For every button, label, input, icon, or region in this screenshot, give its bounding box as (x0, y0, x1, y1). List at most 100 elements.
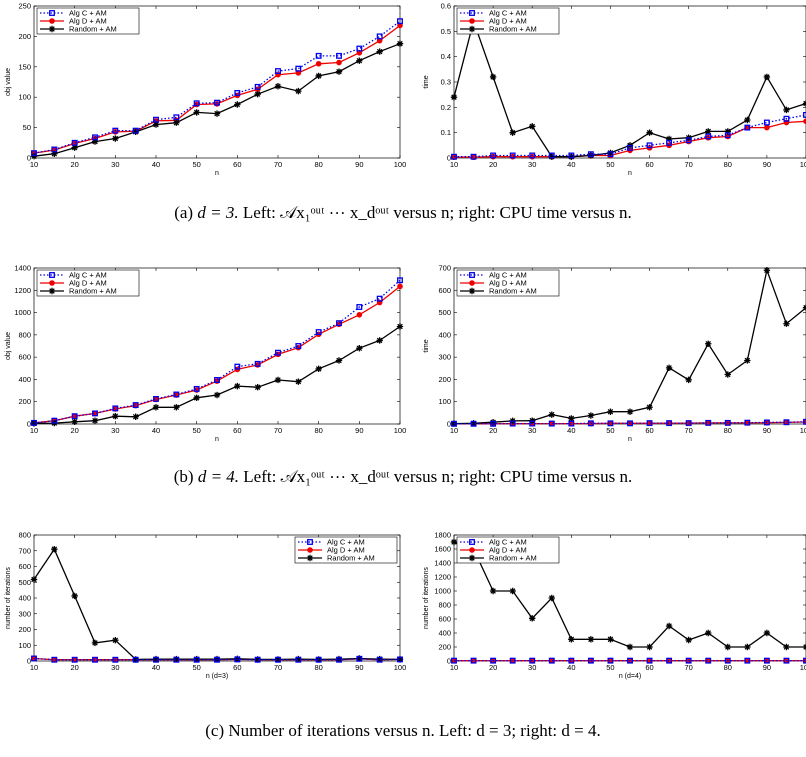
data-point-alg_c (92, 134, 98, 141)
y-tick-label: 0.3 (441, 78, 451, 87)
series-line-alg_c (33, 657, 401, 661)
data-point-alg_c (451, 420, 457, 427)
x-tick-label: 90 (763, 426, 771, 435)
data-point-random (489, 73, 497, 81)
x-tick-label: 10 (450, 663, 458, 672)
data-point-random (193, 394, 200, 402)
data-point-alg_c (214, 99, 220, 106)
x-tick-label: 100 (800, 160, 806, 169)
data-point-alg_c (376, 656, 383, 663)
data-point-random (335, 357, 343, 364)
data-point-random (315, 365, 322, 373)
y-tick-label: 200 (18, 397, 31, 406)
data-point-alg_c (51, 146, 58, 153)
data-point-alg_c (803, 657, 806, 664)
legend-marker-random (48, 287, 56, 295)
y-tick-label: 0 (447, 420, 451, 429)
x-tick-label: 40 (567, 663, 575, 672)
x-tick-label: 50 (192, 160, 200, 169)
data-point-random (30, 576, 38, 583)
x-tick-label: 60 (233, 160, 241, 169)
data-point-random (783, 643, 790, 651)
data-point-alg_d (31, 655, 37, 662)
data-point-alg_c (315, 656, 322, 663)
data-point-random (783, 106, 790, 114)
legend-label-alg_c: Alg C + AM (489, 9, 527, 18)
data-point-alg_c (315, 52, 322, 59)
y-tick-label: 100 (18, 641, 31, 650)
x-tick-label: 100 (800, 426, 806, 435)
caption-a: (a) d = 3. Left: 𝒜x₁ᵒᵘᵗ ⋯ x_dᵒᵘᵗ versus … (0, 203, 806, 223)
y-tick-label: 1200 (14, 286, 31, 295)
data-point-alg_c (470, 420, 477, 427)
data-point-alg_c (356, 45, 363, 52)
data-point-alg_c (51, 656, 58, 663)
x-tick-label: 90 (355, 160, 363, 169)
x-tick-label: 40 (152, 663, 160, 672)
data-point-random (529, 615, 536, 622)
data-point-alg_c (548, 657, 555, 664)
x-tick-label: 60 (645, 426, 653, 435)
x-tick-label: 90 (355, 426, 363, 435)
data-point-random (152, 404, 160, 411)
chart-b-right: 10 20 30 40 50 60 70 80 90 100 0 100 200 300 400 500 600… (420, 262, 806, 443)
data-point-random (763, 73, 771, 81)
y-tick-label: 1400 (434, 559, 451, 568)
data-point-alg_d (397, 283, 403, 290)
y-tick-label: 0.4 (441, 52, 451, 61)
data-point-alg_c (173, 391, 180, 398)
data-point-random (396, 323, 404, 330)
data-point-random (295, 87, 302, 95)
y-tick-label: 300 (18, 609, 31, 618)
x-tick-label: 70 (274, 663, 282, 672)
data-point-random (607, 636, 614, 643)
data-point-alg_d (336, 59, 342, 66)
data-point-alg_c (763, 119, 770, 126)
legend-label-alg_c: Alg C + AM (69, 271, 107, 280)
data-point-random (173, 404, 180, 411)
y-tick-label: 0 (447, 154, 451, 163)
x-tick-label: 10 (30, 663, 38, 672)
caption-a-text: Left: 𝒜x₁ᵒᵘᵗ ⋯ x_dᵒᵘᵗ versus n; right: C… (242, 203, 632, 222)
data-point-random (489, 587, 497, 595)
data-point-alg_c (587, 420, 594, 427)
x-tick-label: 30 (111, 663, 119, 672)
legend-label-alg_d: Alg D + AM (327, 546, 365, 555)
data-point-alg_c (763, 419, 770, 426)
series-line-alg_c (454, 421, 806, 425)
data-point-random (71, 144, 78, 151)
y-tick-label: 200 (18, 32, 31, 41)
x-tick-label: 80 (314, 160, 322, 169)
data-point-alg_c (490, 152, 497, 159)
x-tick-label: 60 (233, 426, 241, 435)
y-axis-label: number of iterations (5, 567, 12, 629)
data-point-alg_c (173, 656, 180, 663)
data-point-alg_c (587, 151, 594, 158)
data-point-alg_c (295, 656, 302, 663)
data-point-random (489, 419, 497, 426)
data-point-alg_c (295, 65, 302, 72)
data-point-random (568, 153, 575, 160)
data-point-alg_c (132, 127, 139, 134)
series-alg_c (451, 657, 806, 664)
data-point-alg_c (112, 656, 119, 663)
data-point-alg_c (548, 420, 555, 427)
data-point-random (51, 150, 58, 157)
data-point-random (724, 128, 731, 135)
legend-label-alg_d: Alg D + AM (69, 17, 107, 26)
x-axis-label: n (d=3) (206, 673, 228, 680)
data-point-alg_c (92, 410, 98, 417)
data-point-random (724, 643, 731, 651)
plot-frame (33, 267, 401, 425)
data-point-alg_c (587, 657, 594, 664)
data-point-random (548, 153, 555, 160)
data-point-random (152, 121, 160, 128)
data-point-random (234, 101, 241, 108)
data-point-random (356, 655, 363, 662)
y-tick-label: 250 (18, 2, 31, 11)
data-point-alg_c (275, 349, 281, 356)
y-tick-label: 0 (27, 657, 31, 666)
data-point-random (568, 636, 575, 643)
series-random (30, 545, 404, 663)
data-point-random (254, 384, 261, 391)
